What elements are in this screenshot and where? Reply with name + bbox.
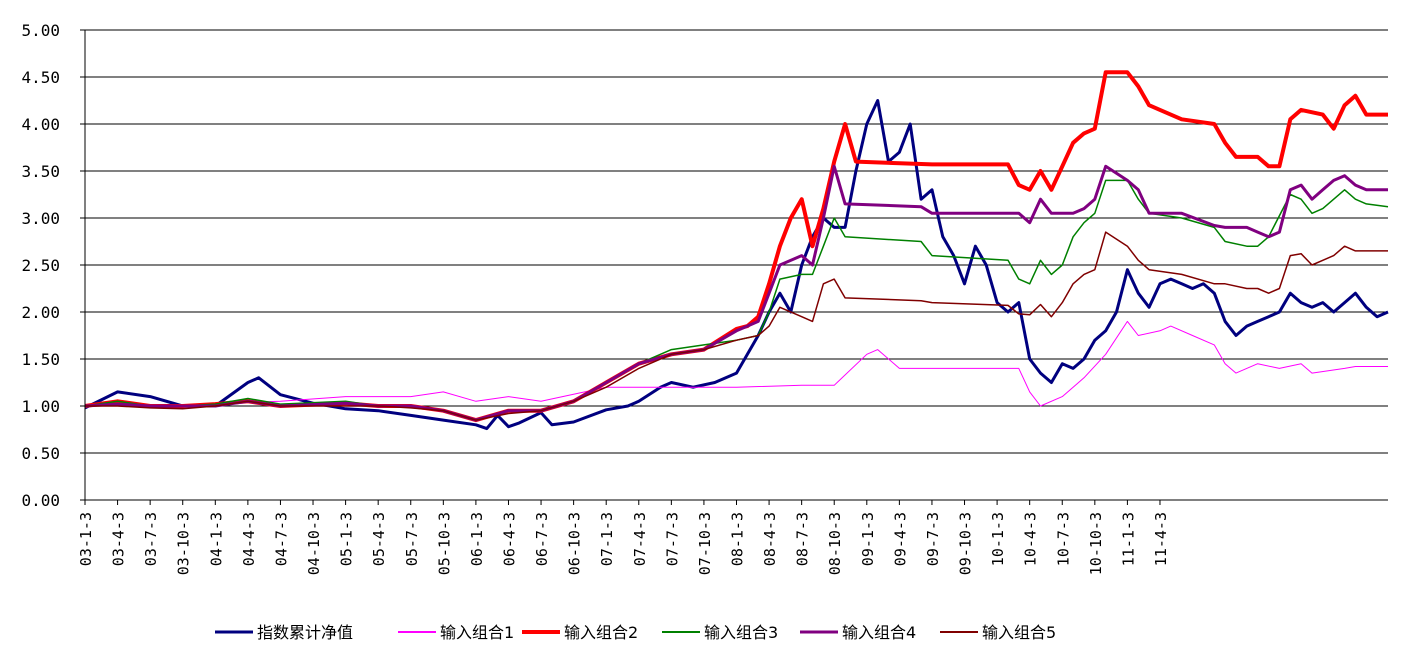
x-tick-label: 10-4-3 [1022,512,1040,566]
x-tick-label: 05-1-3 [338,512,356,566]
x-tick-label: 03-7-3 [142,512,160,566]
x-tick-label: 06-1-3 [468,512,486,566]
x-tick-label: 06-10-3 [566,512,584,575]
legend-label: 输入组合1 [440,623,514,642]
x-tick-label: 04-1-3 [207,512,225,566]
x-axis-ticks: 03-1-3 03-4-3 03-7-3 03-10-3 04-1-3 04-4-3 04-… [77,500,1170,575]
x-tick-label: 05-7-3 [403,512,421,566]
axes [84,30,1388,501]
x-tick-label: 08-7-3 [794,512,812,566]
x-tick-label: 10-7-3 [1054,512,1072,566]
x-tick-label: 10-10-3 [1087,512,1105,575]
y-tick-label: 1.50 [21,350,60,369]
legend-label: 输入组合3 [704,623,778,642]
x-tick-label: 04-7-3 [272,512,290,566]
legend: 指数累计净值 输入组合1 输入组合2 输入组合3 输入组合4 输入组合5 [215,623,1056,642]
series-line-5 [84,164,1388,422]
x-tick-label: 07-10-3 [696,512,714,575]
x-tick-label: 03-10-3 [175,512,193,575]
gridlines [85,29,1388,501]
x-tick-label: 09-4-3 [891,512,909,566]
series-line-2 [85,320,1388,407]
y-tick-label: 4.50 [21,68,60,87]
x-tick-label: 09-10-3 [957,512,975,575]
legend-label: 输入组合2 [564,623,638,642]
y-tick-label: 4.00 [21,115,60,134]
y-tick-label: 5.00 [21,21,60,40]
y-tick-label: 2.50 [21,256,60,275]
y-tick-label: 0.00 [21,491,60,510]
x-tick-label: 03-1-3 [77,512,95,566]
x-tick-label: 08-1-3 [729,512,747,566]
y-tick-label: 2.00 [21,303,60,322]
x-tick-label: 06-4-3 [500,512,518,566]
x-tick-label: 07-4-3 [631,512,649,566]
x-tick-label: 06-7-3 [533,512,551,566]
x-tick-label: 09-1-3 [859,512,877,566]
x-tick-label: 11-4-3 [1152,512,1170,566]
x-tick-label: 04-4-3 [240,512,258,566]
series-lines [84,70,1389,431]
x-tick-label: 04-10-3 [305,512,323,575]
legend-label: 输入组合4 [842,623,916,642]
y-tick-label: 1.00 [21,397,60,416]
y-tick-label: 3.00 [21,209,60,228]
x-tick-label: 05-10-3 [435,512,453,575]
legend-label: 输入组合5 [982,623,1056,642]
x-tick-label: 11-1-3 [1119,512,1137,566]
x-tick-label: 09-7-3 [924,512,942,566]
y-axis-ticks: 0.00 0.50 1.00 1.50 2.00 2.50 3.00 3.50 4.00 4.50… [21,21,85,510]
y-tick-label: 3.50 [21,162,60,181]
x-tick-label: 07-7-3 [663,512,681,566]
x-tick-label: 08-10-3 [826,512,844,575]
x-tick-label: 10-1-3 [989,512,1007,566]
y-tick-label: 0.50 [21,444,60,463]
series-line-1 [84,99,1389,431]
x-tick-label: 03-4-3 [110,512,128,566]
x-tick-label: 05-4-3 [370,512,388,566]
x-tick-label: 08-4-3 [761,512,779,566]
series-line-6 [85,231,1388,421]
legend-label: 指数累计净值 [257,623,353,642]
x-tick-label: 07-1-3 [598,512,616,566]
